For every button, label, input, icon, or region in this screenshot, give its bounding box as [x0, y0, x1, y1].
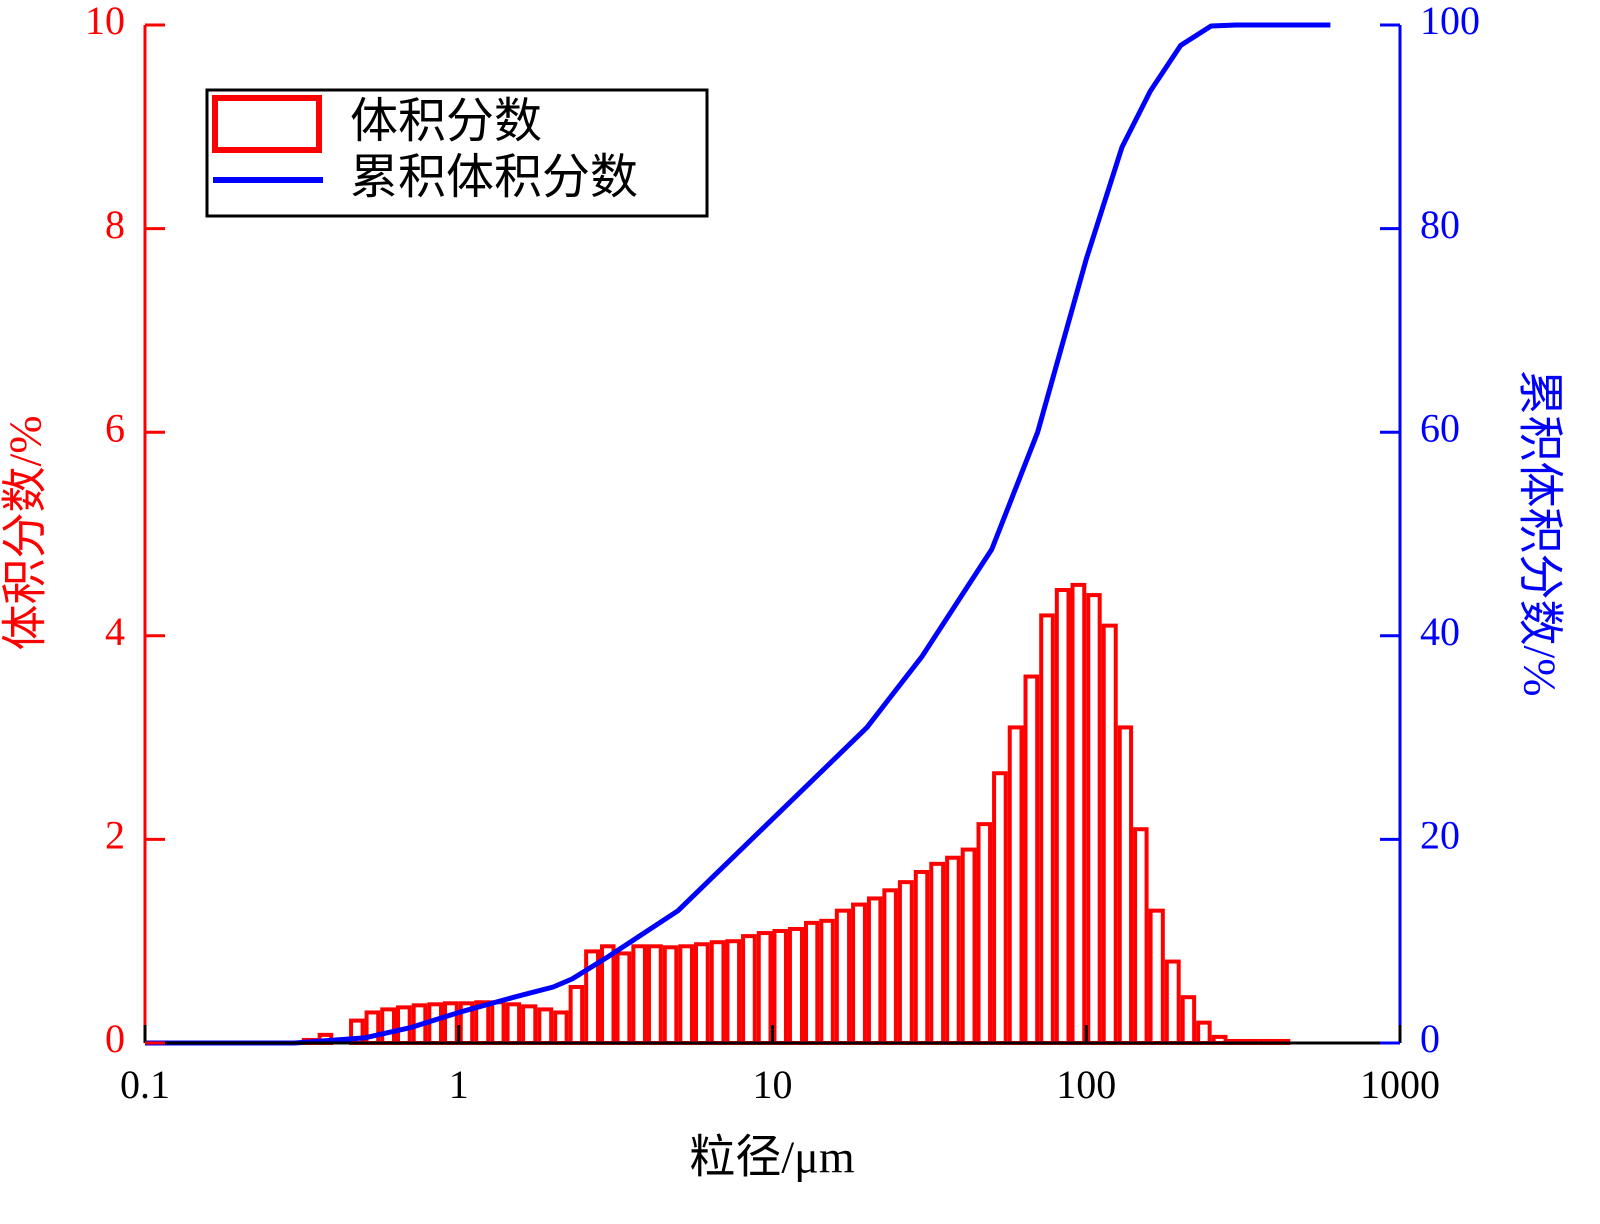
bar — [553, 1010, 569, 1046]
bar — [929, 861, 946, 1045]
bar — [1133, 827, 1149, 1045]
bar — [537, 1007, 554, 1046]
y2-tick-label: 40 — [1420, 609, 1460, 654]
bar — [834, 908, 852, 1045]
y-tick-label: 8 — [105, 202, 125, 247]
bar — [882, 888, 898, 1045]
bar — [819, 918, 835, 1046]
bar — [992, 771, 1008, 1045]
bar — [897, 880, 914, 1045]
x-tick-label: 0.1 — [120, 1062, 170, 1107]
bar — [615, 951, 632, 1046]
bar — [945, 855, 961, 1045]
bar — [631, 944, 647, 1045]
y2-tick-label: 20 — [1420, 813, 1460, 858]
x-tick-label: 1000 — [1360, 1062, 1440, 1107]
bar — [1196, 1020, 1212, 1046]
y-axis-label: 体积分数/% — [0, 415, 51, 650]
bar — [851, 902, 867, 1045]
y2-tick-label: 0 — [1420, 1016, 1440, 1061]
legend-label: 累积体积分数 — [350, 151, 638, 204]
bar — [960, 847, 977, 1046]
bar — [380, 1007, 397, 1046]
bar — [976, 822, 993, 1045]
bar — [1070, 582, 1087, 1046]
x-axis-label: 粒径/μm — [689, 1132, 854, 1183]
y-tick-label: 2 — [105, 813, 125, 858]
bar — [521, 1004, 538, 1045]
bar — [443, 1001, 459, 1045]
y2-tick-label: 60 — [1420, 405, 1460, 450]
bar — [646, 944, 663, 1045]
y2-axis-label: 累积体积分数/% — [1514, 369, 1565, 696]
bar — [1148, 908, 1165, 1045]
bar — [772, 929, 788, 1046]
y-tick-label: 6 — [105, 405, 125, 450]
bar — [709, 940, 726, 1046]
bar — [568, 985, 585, 1046]
y2-tick-label: 100 — [1420, 0, 1480, 43]
y-tick-label: 4 — [105, 609, 125, 654]
bar — [1086, 593, 1102, 1046]
x-tick-label: 1 — [449, 1062, 469, 1107]
x-tick-label: 100 — [1056, 1062, 1116, 1107]
x-tick-label: 10 — [753, 1062, 793, 1107]
bar — [787, 926, 804, 1046]
cumulative-line — [145, 22, 1331, 1046]
bar — [693, 942, 710, 1046]
bar — [913, 869, 930, 1046]
bar — [662, 945, 679, 1045]
bar — [1054, 587, 1071, 1045]
bar — [741, 934, 757, 1045]
bar — [1007, 725, 1024, 1045]
bar — [1164, 959, 1181, 1045]
bar — [1023, 674, 1040, 1046]
bar — [725, 939, 742, 1046]
bar — [678, 944, 694, 1045]
legend-label: 体积分数 — [350, 95, 542, 148]
bar — [1117, 725, 1134, 1045]
bar — [1101, 623, 1118, 1045]
bar — [866, 896, 883, 1045]
y-tick-label: 0 — [105, 1016, 125, 1061]
bar — [756, 931, 773, 1046]
y2-tick-label: 80 — [1420, 202, 1460, 247]
bar — [1180, 995, 1197, 1046]
legend-swatch — [212, 95, 322, 153]
y-tick-label: 10 — [85, 0, 125, 43]
bar — [490, 1000, 506, 1046]
bar — [1039, 613, 1055, 1045]
bar — [803, 920, 820, 1045]
bar — [505, 1002, 522, 1045]
bar — [396, 1005, 412, 1045]
